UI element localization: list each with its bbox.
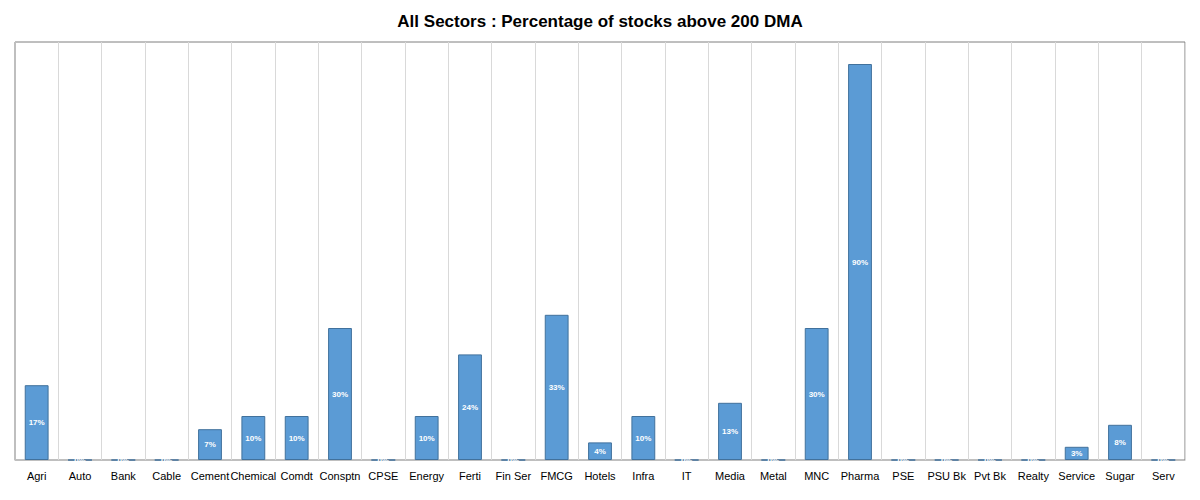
svg-text:Comdt: Comdt bbox=[280, 470, 312, 482]
svg-text:30%: 30% bbox=[809, 390, 825, 399]
svg-text:IT: IT bbox=[682, 470, 692, 482]
svg-text:Cement: Cement bbox=[191, 470, 230, 482]
svg-text:0%: 0% bbox=[768, 456, 780, 465]
svg-text:MNC: MNC bbox=[804, 470, 829, 482]
svg-text:Infra: Infra bbox=[632, 470, 655, 482]
svg-text:Pharma: Pharma bbox=[841, 470, 880, 482]
svg-text:10%: 10% bbox=[635, 434, 651, 443]
svg-text:Serv: Serv bbox=[1152, 470, 1175, 482]
svg-text:0%: 0% bbox=[74, 456, 86, 465]
svg-text:Service: Service bbox=[1058, 470, 1095, 482]
svg-text:30%: 30% bbox=[332, 390, 348, 399]
svg-text:Realty: Realty bbox=[1018, 470, 1050, 482]
svg-text:Agri: Agri bbox=[27, 470, 47, 482]
svg-text:Hotels: Hotels bbox=[584, 470, 616, 482]
svg-text:PSE: PSE bbox=[892, 470, 914, 482]
svg-text:0%: 0% bbox=[898, 456, 910, 465]
svg-text:Media: Media bbox=[715, 470, 746, 482]
svg-text:33%: 33% bbox=[549, 383, 565, 392]
svg-text:FMCG: FMCG bbox=[540, 470, 572, 482]
svg-text:Sugar: Sugar bbox=[1105, 470, 1135, 482]
svg-text:Auto: Auto bbox=[69, 470, 92, 482]
svg-text:Pvt Bk: Pvt Bk bbox=[974, 470, 1006, 482]
svg-text:7%: 7% bbox=[204, 440, 216, 449]
svg-text:Consptn: Consptn bbox=[320, 470, 361, 482]
svg-text:0%: 0% bbox=[681, 456, 693, 465]
svg-text:PSU Bk: PSU Bk bbox=[927, 470, 966, 482]
svg-text:90%: 90% bbox=[852, 258, 868, 267]
svg-text:0%: 0% bbox=[118, 456, 130, 465]
svg-text:Metal: Metal bbox=[760, 470, 787, 482]
svg-text:0%: 0% bbox=[378, 456, 390, 465]
svg-text:3%: 3% bbox=[1071, 449, 1083, 458]
svg-text:24%: 24% bbox=[462, 403, 478, 412]
svg-text:CPSE: CPSE bbox=[368, 470, 398, 482]
svg-text:10%: 10% bbox=[245, 434, 261, 443]
svg-text:0%: 0% bbox=[1158, 456, 1170, 465]
svg-text:10%: 10% bbox=[289, 434, 305, 443]
svg-text:Fin Ser: Fin Ser bbox=[496, 470, 532, 482]
svg-text:0%: 0% bbox=[1028, 456, 1040, 465]
svg-text:8%: 8% bbox=[1114, 438, 1126, 447]
svg-text:0%: 0% bbox=[984, 456, 996, 465]
svg-text:0%: 0% bbox=[941, 456, 953, 465]
svg-text:Chemical: Chemical bbox=[230, 470, 276, 482]
svg-text:Bank: Bank bbox=[111, 470, 137, 482]
svg-text:All Sectors : Percentage of st: All Sectors : Percentage of stocks above… bbox=[397, 12, 802, 31]
svg-text:Energy: Energy bbox=[409, 470, 444, 482]
svg-text:13%: 13% bbox=[722, 427, 738, 436]
svg-text:Cable: Cable bbox=[152, 470, 181, 482]
svg-text:0%: 0% bbox=[161, 456, 173, 465]
svg-text:10%: 10% bbox=[419, 434, 435, 443]
svg-text:4%: 4% bbox=[594, 447, 606, 456]
svg-text:17%: 17% bbox=[29, 418, 45, 427]
svg-text:0%: 0% bbox=[508, 456, 520, 465]
svg-text:Ferti: Ferti bbox=[459, 470, 481, 482]
